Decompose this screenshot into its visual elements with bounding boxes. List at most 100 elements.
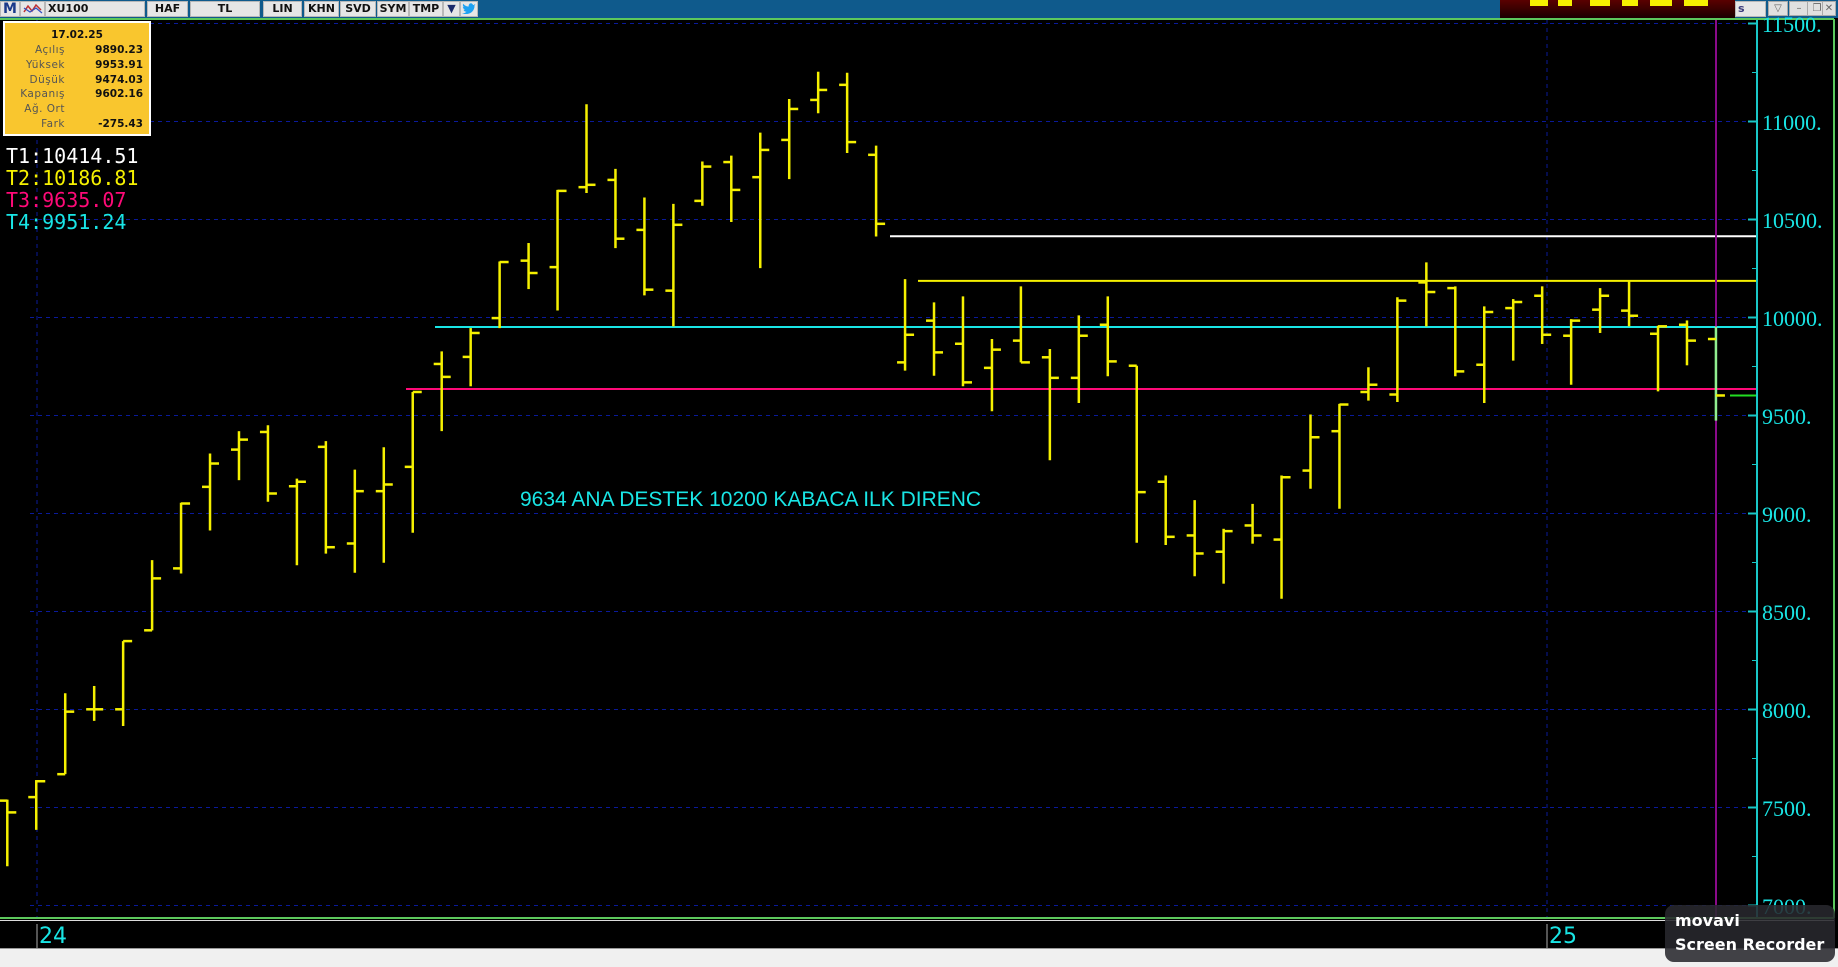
ohlc-bar — [839, 72, 857, 154]
ohlc-bar — [0, 799, 17, 867]
symbol-field[interactable]: XU100 — [45, 1, 145, 17]
ohlc-bar — [1012, 286, 1030, 364]
ohlc-bar — [1360, 367, 1378, 401]
info-label: Yüksek — [26, 58, 65, 71]
movavi-product: Screen Recorder — [1675, 935, 1825, 954]
ohlc-bar — [1534, 286, 1552, 344]
info-value: 9474.03 — [95, 73, 143, 86]
svd-button[interactable]: SVD — [340, 1, 376, 17]
ohlc-bar — [462, 328, 480, 387]
ohlc-bar — [578, 104, 596, 194]
collapse-icon[interactable]: ▽ — [1768, 1, 1788, 16]
tmp-button[interactable]: TMP — [409, 1, 443, 17]
info-row-avg: Ağ. Ort — [5, 102, 149, 117]
info-value — [65, 102, 149, 117]
menu-logo-button[interactable]: M — [0, 1, 20, 17]
movavi-watermark: movavi Screen Recorder — [1665, 905, 1835, 962]
ohlc-bar — [288, 478, 306, 566]
ohlc-bar — [1244, 503, 1262, 544]
ohlc-bar — [1186, 500, 1204, 577]
info-value: 9602.16 — [95, 88, 143, 101]
ohlc-bar — [636, 197, 654, 296]
trendline-label-t3: T3:9635.07 — [6, 188, 127, 212]
dropdown-arrow-icon[interactable]: ▼ — [443, 1, 460, 17]
info-row-diff: Fark -275.43 — [5, 117, 149, 132]
info-label: Açılış — [35, 44, 65, 56]
ohlc-bar — [868, 145, 886, 237]
trendline-label-t1: T1:10414.51 — [6, 144, 139, 168]
currency-button[interactable]: TL — [190, 1, 260, 17]
ohlc-bar — [86, 685, 104, 721]
ohlc-bar — [28, 779, 46, 830]
chart-annotation: 9634 ANA DESTEK 10200 KABACA ILK DIRENC — [520, 488, 982, 511]
price-axis-label: 9500. — [1762, 403, 1812, 429]
movavi-brand: movavi — [1675, 911, 1740, 930]
ohlc-bar — [781, 98, 799, 180]
info-label: Düşük — [29, 73, 65, 86]
trendline-label-t2: T2:10186.81 — [6, 166, 139, 190]
ohlc-bar — [1505, 299, 1523, 361]
ohlc-bar — [1157, 475, 1175, 546]
ohlc-bar — [1302, 414, 1320, 489]
ohlc-bar — [1099, 296, 1117, 377]
ohlc-bar — [1707, 326, 1725, 421]
chart-type-icon[interactable] — [20, 1, 45, 17]
ohlc-bar — [1070, 315, 1088, 403]
price-axis-label: 10500. — [1762, 207, 1823, 233]
ohlc-bar — [1476, 306, 1494, 403]
ohlc-bar — [1041, 349, 1059, 461]
price-axis-label: 7500. — [1762, 795, 1812, 821]
ohlc-bar — [404, 390, 422, 533]
ohlc-bar — [723, 155, 741, 223]
period-button[interactable]: HAF — [147, 1, 188, 17]
ohlc-bar — [230, 431, 248, 481]
khn-button[interactable]: KHN — [304, 1, 339, 17]
bottom-scrollbar[interactable] — [0, 948, 1838, 967]
right-field[interactable]: s — [1735, 1, 1766, 17]
ohlc-bar — [1650, 325, 1668, 392]
ohlc-bar — [259, 425, 277, 502]
price-axis-label: 8000. — [1762, 697, 1812, 723]
ohlc-bar — [549, 189, 567, 311]
info-row-high: Yüksek 9953.91 — [5, 58, 149, 73]
date-axis-label: 24 — [39, 924, 67, 949]
price-axis-label: 10000. — [1762, 305, 1823, 331]
close-icon[interactable]: ✕ — [1822, 1, 1836, 16]
ohlc-bar — [115, 639, 133, 726]
info-row-low: Düşük 9474.03 — [5, 73, 149, 88]
ohlc-bar — [665, 203, 683, 327]
info-label: Ağ. Ort — [24, 103, 65, 116]
ohlc-bar — [317, 441, 335, 554]
ohlc-bar — [1418, 262, 1436, 327]
ohlc-bar — [520, 243, 538, 290]
twitter-icon[interactable] — [460, 1, 478, 17]
info-date: 17.02.25 — [51, 29, 103, 41]
info-value: 9890.23 — [95, 44, 143, 56]
ohlc-bar — [202, 453, 220, 531]
ohlc-bar — [1592, 288, 1610, 333]
info-row-close: Kapanış 9602.16 — [5, 87, 149, 102]
ohlc-bar — [607, 168, 625, 249]
info-value: 9953.91 — [95, 58, 143, 71]
ohlc-bar — [897, 279, 915, 371]
ohlc-bar — [983, 339, 1001, 412]
ohlc-bar — [1273, 475, 1291, 599]
ohlc-bar — [810, 71, 828, 114]
price-axis-label: 11000. — [1762, 109, 1822, 135]
ohlc-bar — [1621, 281, 1639, 327]
ohlc-bar — [346, 469, 364, 573]
ohlc-bar — [1215, 528, 1233, 584]
ohlc-bar — [1128, 364, 1146, 543]
ohlc-bar — [375, 447, 393, 563]
ohlc-bar — [1563, 319, 1581, 385]
ohlc-bar — [173, 502, 191, 574]
price-axis-label: 8500. — [1762, 599, 1812, 625]
info-row-open: Açılış 9890.23 — [5, 43, 149, 58]
date-axis-label: 25 — [1549, 924, 1577, 949]
ohlc-bar — [926, 302, 944, 376]
scale-button[interactable]: LIN — [263, 1, 302, 17]
sym-button[interactable]: SYM — [377, 1, 409, 17]
ohlc-bar — [1331, 403, 1349, 509]
toolbar: M XU100 HAF TL LIN KHN SVD SYM TMP ▼ s ▽… — [0, 0, 1838, 18]
